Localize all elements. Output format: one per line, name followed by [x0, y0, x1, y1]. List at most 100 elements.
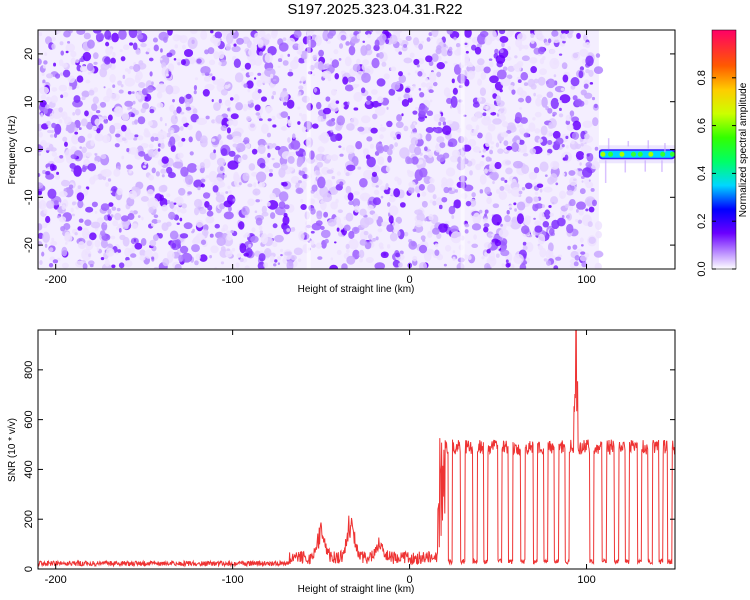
- noise-blob: [252, 188, 261, 196]
- noise-blob: [94, 133, 104, 142]
- noise-blob: [173, 206, 178, 210]
- noise-blob: [300, 50, 309, 60]
- noise-blob: [336, 171, 341, 176]
- noise-blob: [42, 82, 46, 86]
- noise-blob: [248, 163, 256, 171]
- noise-blob: [156, 91, 163, 99]
- noise-blob: [340, 229, 345, 233]
- noise-blob: [286, 228, 291, 233]
- noise-blob: [40, 94, 47, 100]
- noise-blob: [378, 51, 384, 59]
- noise-blob: [428, 71, 437, 84]
- noise-blob: [572, 244, 578, 250]
- noise-blob: [118, 30, 127, 40]
- noise-blob: [436, 136, 445, 143]
- noise-blob: [419, 167, 428, 178]
- noise-blob: [254, 32, 260, 39]
- x-tick-label: -100: [222, 574, 244, 586]
- noise-blob: [42, 79, 46, 84]
- noise-blob: [317, 176, 326, 189]
- noise-blob: [550, 196, 559, 205]
- noise-blob: [43, 108, 48, 114]
- noise-blob: [232, 118, 238, 127]
- noise-blob: [203, 224, 209, 232]
- noise-blob: [245, 143, 251, 149]
- noise-blob: [237, 147, 241, 153]
- noise-blob: [525, 182, 533, 190]
- noise-blob: [100, 203, 110, 211]
- noise-blob: [508, 30, 515, 36]
- noise-blob: [161, 204, 168, 212]
- noise-blob: [93, 61, 98, 65]
- noise-blob: [71, 168, 74, 172]
- noise-blob: [51, 87, 58, 92]
- noise-blob: [549, 57, 560, 70]
- noise-blob: [274, 234, 284, 243]
- noise-blob: [260, 233, 268, 245]
- noise-blob: [243, 137, 250, 145]
- noise-blob: [77, 135, 86, 144]
- noise-blob: [54, 133, 58, 138]
- noise-blob: [258, 118, 263, 121]
- noise-blob: [441, 196, 448, 203]
- noise-blob: [266, 132, 272, 138]
- noise-blob: [218, 61, 222, 66]
- colorbar-tick-label: 0.2: [696, 214, 708, 229]
- noise-blob: [133, 63, 141, 73]
- noise-blob: [509, 207, 512, 210]
- noise-blob: [127, 107, 131, 111]
- noise-blob: [300, 204, 307, 210]
- noise-blob: [469, 170, 473, 176]
- noise-blob: [160, 48, 163, 53]
- noise-blob: [76, 85, 80, 89]
- noise-blob: [243, 252, 250, 257]
- noise-blob: [287, 115, 291, 120]
- noise-blob: [241, 68, 246, 71]
- noise-blob: [418, 104, 428, 115]
- noise-blob: [226, 233, 233, 241]
- noise-blob: [207, 47, 215, 55]
- noise-blob: [107, 216, 112, 221]
- colorbar-tick-label: 0.8: [696, 70, 708, 85]
- noise-blob: [341, 104, 345, 108]
- noise-blob: [499, 30, 506, 35]
- noise-blob: [150, 222, 155, 227]
- noise-blob: [266, 201, 271, 207]
- noise-blob: [298, 180, 302, 184]
- noise-blob: [107, 208, 112, 215]
- noise-blob: [140, 107, 146, 114]
- noise-blob: [539, 247, 547, 258]
- noise-blob: [139, 255, 146, 261]
- noise-blob: [301, 113, 308, 122]
- noise-blob: [500, 249, 510, 257]
- noise-blob: [329, 264, 339, 269]
- noise-blob: [83, 188, 89, 197]
- noise-blob: [333, 241, 337, 244]
- noise-blob: [70, 50, 77, 58]
- noise-blob: [264, 67, 276, 78]
- noise-blob: [43, 147, 47, 152]
- noise-blob: [471, 116, 478, 122]
- noise-blob: [314, 35, 322, 47]
- noise-blob: [196, 58, 202, 64]
- noise-blob: [44, 52, 48, 57]
- noise-blob: [427, 150, 433, 158]
- noise-blob: [196, 165, 201, 170]
- noise-blob: [580, 251, 586, 255]
- y-tick-label: -20: [23, 237, 35, 253]
- noise-blob: [63, 188, 67, 193]
- noise-blob: [516, 201, 526, 211]
- noise-blob: [451, 187, 455, 191]
- noise-blob: [204, 83, 215, 91]
- noise-blob: [112, 84, 116, 88]
- noise-blob: [49, 163, 55, 172]
- noise-blob: [437, 55, 442, 62]
- noise-blob: [167, 63, 175, 72]
- noise-blob: [518, 190, 523, 195]
- noise-blob: [412, 83, 417, 89]
- noise-blob: [179, 233, 189, 239]
- noise-blob: [50, 240, 58, 246]
- noise-blob: [133, 238, 137, 243]
- noise-blob: [571, 131, 580, 140]
- noise-blob: [185, 93, 192, 100]
